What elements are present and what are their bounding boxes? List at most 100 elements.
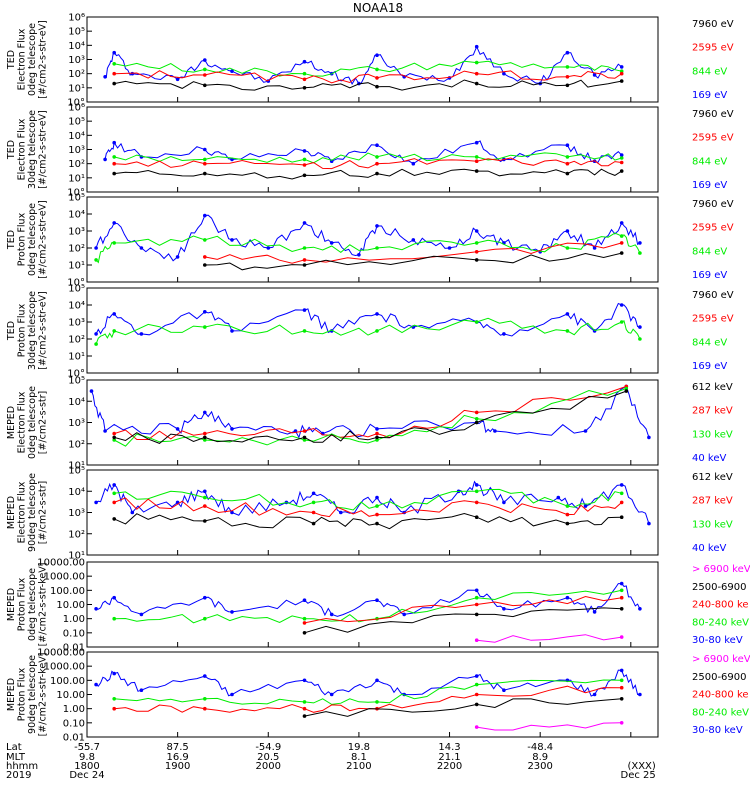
data-point: [375, 504, 379, 508]
series-line: [114, 685, 622, 713]
y-axis-label: MEPED: [6, 588, 17, 621]
data-point: [619, 581, 624, 586]
series-line: [114, 79, 622, 91]
y-axis-label: [#/cm2-s-str-eV]: [38, 110, 49, 189]
y-tick-label: 10⁴: [68, 487, 85, 498]
series-line: [95, 480, 650, 524]
y-axis-label: 0deg telescope: [27, 203, 38, 276]
legend-entry: 7960 eV: [692, 199, 734, 210]
data-point: [619, 697, 624, 701]
data-point: [474, 702, 479, 707]
x-tick-label: -48.4: [527, 742, 553, 753]
y-tick-label: 10°: [67, 98, 85, 109]
data-point: [203, 504, 207, 508]
data-point: [375, 329, 379, 333]
data-point: [375, 598, 379, 602]
data-point: [565, 171, 570, 176]
data-point: [139, 612, 144, 617]
data-point: [112, 71, 116, 76]
y-axis-label: 30deg telescope: [27, 291, 38, 370]
data-point: [94, 607, 98, 611]
data-point: [474, 140, 479, 145]
data-point: [302, 438, 307, 442]
y-tick-label: 10¹: [68, 261, 85, 272]
data-point: [447, 246, 452, 250]
data-point: [139, 688, 144, 692]
data-point: [375, 521, 379, 526]
data-point: [638, 692, 642, 697]
data-point: [203, 595, 207, 600]
x-tick-label: 2100: [346, 761, 371, 772]
data-point: [565, 329, 570, 333]
legend-entry: 612 keV: [692, 382, 733, 393]
plot-frame: [86, 287, 659, 374]
y-tick-label: 10²: [68, 529, 85, 540]
data-point: [203, 67, 207, 72]
data-point: [474, 44, 479, 49]
data-point: [502, 607, 506, 611]
data-point: [203, 495, 207, 500]
y-axis-label: TED: [6, 50, 17, 70]
data-point: [375, 700, 379, 704]
data-point: [203, 263, 207, 267]
x-tick-label: 2000: [256, 761, 281, 772]
data-point: [203, 674, 207, 678]
plot-frame: [86, 379, 659, 466]
data-point: [375, 246, 379, 250]
data-point: [302, 308, 307, 312]
data-point: [565, 512, 570, 517]
data-point: [619, 251, 624, 255]
data-point: [329, 612, 334, 617]
series-line: [114, 70, 622, 84]
data-point: [474, 159, 479, 163]
x-tick-label: 16.9: [167, 752, 189, 763]
data-point: [474, 258, 479, 262]
data-point: [139, 332, 144, 336]
data-point: [565, 504, 570, 508]
y-tick-label: 10³: [68, 145, 85, 156]
data-point: [203, 438, 207, 442]
y-axis-label: [#/cm2-s-str-eV]: [38, 291, 49, 370]
legend-entry: 30-80 keV: [692, 635, 743, 646]
data-point: [311, 521, 316, 526]
data-point: [266, 246, 271, 250]
data-point: [619, 595, 624, 600]
data-point: [203, 157, 207, 162]
y-axis-label: 0deg telescope: [27, 568, 38, 641]
y-tick-label: 1000.00: [44, 572, 85, 583]
data-point: [375, 171, 379, 176]
data-point: [230, 238, 234, 242]
data-point: [375, 512, 379, 517]
x-tick-label: Dec 24: [69, 770, 104, 781]
data-point: [94, 500, 98, 505]
data-point: [502, 332, 506, 336]
y-axis-label: [#/cm2-s-str-keV]: [38, 653, 49, 737]
series-line: [114, 679, 622, 705]
figure-title: NOAA18: [353, 1, 403, 15]
y-tick-label: 10⁵: [68, 193, 85, 204]
data-point: [474, 229, 479, 233]
series-line: [204, 252, 622, 271]
legend-entry: 130 keV: [692, 429, 733, 440]
y-tick-label: 10⁴: [68, 210, 85, 221]
data-point: [203, 83, 207, 88]
data-point: [112, 595, 116, 600]
data-point: [638, 241, 642, 245]
data-point: [565, 50, 570, 55]
data-point: [375, 678, 379, 683]
data-point: [565, 143, 570, 147]
y-tick-label: 10²: [68, 439, 85, 450]
data-point: [302, 246, 307, 250]
data-point: [619, 221, 624, 225]
panel-4: 10° 10¹ 10² 10³ 10⁴ 10⁵ TED Proton Flux 30deg te…: [6, 284, 734, 380]
data-point: [619, 320, 624, 324]
x-tick-label: 14.3: [438, 742, 460, 753]
series-line: [91, 385, 650, 439]
data-point: [474, 674, 479, 678]
y-tick-label: 10²: [68, 244, 85, 255]
series-line: [95, 302, 641, 337]
y-tick-label: 10⁴: [68, 131, 85, 142]
data-point: [619, 635, 624, 639]
y-tick-label: 10⁶: [68, 13, 85, 24]
